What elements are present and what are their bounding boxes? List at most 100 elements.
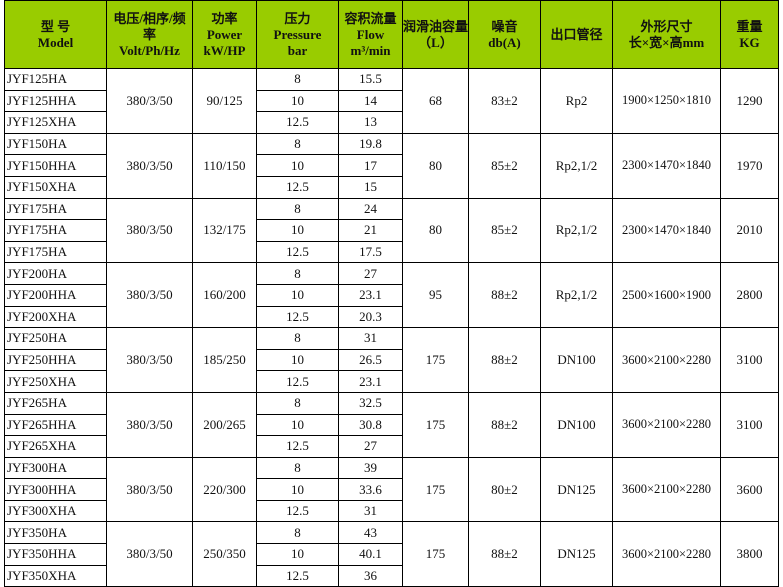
flow-cell: 14 bbox=[338, 89, 403, 113]
weight-cell: 1970 bbox=[720, 132, 779, 199]
flow-cell: 43 bbox=[338, 521, 403, 545]
flow-cell: 32.5 bbox=[338, 391, 403, 415]
power-cell: 160/200 bbox=[192, 262, 257, 329]
model-cell: JYF350HA bbox=[4, 521, 107, 545]
flow-cell: 27 bbox=[338, 262, 403, 285]
power-cell: 132/175 bbox=[192, 197, 257, 264]
outlet-cell: Rp2,1/2 bbox=[540, 132, 613, 199]
model-cell: JYF300HA bbox=[4, 456, 107, 480]
header-line: 压力 bbox=[284, 10, 311, 26]
pressure-cell: 10 bbox=[256, 348, 339, 372]
dimensions-cell: 3600×2100×2280 bbox=[612, 456, 721, 523]
column-header: 出口管径 bbox=[540, 0, 613, 69]
table-row: JYF175HA 12.5 17.5 bbox=[4, 240, 779, 264]
header-line: Pressure bbox=[273, 26, 322, 42]
header-line: m³/min bbox=[350, 42, 391, 58]
weight-cell: 2010 bbox=[720, 197, 779, 264]
flow-cell: 15 bbox=[338, 175, 403, 199]
weight-cell: 3800 bbox=[720, 521, 779, 587]
table-row: JYF300HA 380/3/50 220/300 8 39 175 80±2 DN125 36… bbox=[4, 456, 779, 523]
table-row: JYF350HHA 10 40.1 bbox=[4, 543, 779, 566]
oil-capacity-cell: 175 bbox=[402, 456, 469, 523]
flow-cell: 17.5 bbox=[338, 240, 403, 264]
model-cell: JYF350HHA bbox=[4, 543, 107, 566]
header-line: db(A) bbox=[488, 34, 521, 50]
pressure-cell: 12.5 bbox=[256, 435, 339, 458]
dimensions-cell: 3600×2100×2280 bbox=[612, 521, 721, 587]
table-row: JYF250HHA 10 26.5 bbox=[4, 348, 779, 372]
pressure-cell: 12.5 bbox=[256, 499, 339, 523]
flow-cell: 36 bbox=[338, 564, 403, 587]
voltage-cell: 380/3/50 bbox=[106, 132, 193, 199]
voltage-cell: 380/3/50 bbox=[106, 391, 193, 458]
flow-cell: 23.1 bbox=[338, 283, 403, 307]
flow-cell: 13 bbox=[338, 111, 403, 134]
model-cell: JYF350XHA bbox=[4, 564, 107, 587]
flow-cell: 33.6 bbox=[338, 478, 403, 501]
oil-capacity-cell: 68 bbox=[402, 68, 469, 134]
column-header: 外形尺寸 长×宽×高mm bbox=[612, 0, 721, 69]
weight-cell: 3100 bbox=[720, 391, 779, 458]
power-cell: 220/300 bbox=[192, 456, 257, 523]
header-line: 长×宽×高mm bbox=[628, 34, 705, 50]
noise-cell: 85±2 bbox=[468, 197, 541, 264]
table-row: JYF125HA 380/3/50 90/125 8 15.5 68 83±2 Rp2 1900… bbox=[4, 68, 779, 134]
header-line: kW/HP bbox=[203, 42, 246, 58]
model-cell: JYF200HHA bbox=[4, 283, 107, 307]
weight-cell: 1290 bbox=[720, 68, 779, 134]
noise-cell: 80±2 bbox=[468, 456, 541, 523]
pressure-cell: 10 bbox=[256, 543, 339, 566]
dimensions-cell: 2500×1600×1900 bbox=[612, 262, 721, 329]
noise-cell: 88±2 bbox=[468, 391, 541, 458]
pressure-cell: 8 bbox=[256, 327, 339, 350]
dimensions-cell: 2300×1470×1840 bbox=[612, 132, 721, 199]
oil-capacity-cell: 175 bbox=[402, 391, 469, 458]
header-line: Model bbox=[37, 34, 74, 50]
outlet-cell: DN100 bbox=[540, 327, 613, 393]
outlet-cell: DN125 bbox=[540, 521, 613, 587]
model-cell: JYF125HHA bbox=[4, 89, 107, 113]
header-line: 容积流量 bbox=[344, 10, 397, 26]
dimensions-cell: 3600×2100×2280 bbox=[612, 327, 721, 393]
voltage-cell: 380/3/50 bbox=[106, 197, 193, 264]
model-cell: JYF300XHA bbox=[4, 499, 107, 523]
voltage-cell: 380/3/50 bbox=[106, 456, 193, 523]
header-line: 外形尺寸 bbox=[640, 18, 693, 34]
model-cell: JYF265HA bbox=[4, 391, 107, 415]
noise-cell: 88±2 bbox=[468, 327, 541, 393]
noise-cell: 83±2 bbox=[468, 68, 541, 134]
power-cell: 185/250 bbox=[192, 327, 257, 393]
pressure-cell: 8 bbox=[256, 132, 339, 156]
column-header: 压力 Pressure bar bbox=[256, 0, 339, 69]
weight-cell: 3100 bbox=[720, 327, 779, 393]
column-header: 噪音 db(A) bbox=[468, 0, 541, 69]
header-line: 噪音 bbox=[491, 18, 518, 34]
voltage-cell: 380/3/50 bbox=[106, 262, 193, 329]
model-cell: JYF250XHA bbox=[4, 370, 107, 393]
flow-cell: 39 bbox=[338, 456, 403, 480]
model-cell: JYF265XHA bbox=[4, 435, 107, 458]
dimensions-cell: 2300×1470×1840 bbox=[612, 197, 721, 264]
pressure-cell: 10 bbox=[256, 413, 339, 437]
pressure-cell: 12.5 bbox=[256, 175, 339, 199]
flow-cell: 19.8 bbox=[338, 132, 403, 156]
table-row: JYF175HA 380/3/50 132/175 8 24 80 85±2 Rp2,1/2 2… bbox=[4, 197, 779, 264]
model-cell: JYF250HHA bbox=[4, 348, 107, 372]
column-header: 电压/相序/频率 Volt/Ph/Hz bbox=[106, 0, 193, 69]
table-row: JYF150XHA 12.5 15 bbox=[4, 175, 779, 199]
power-cell: 110/150 bbox=[192, 132, 257, 199]
header-line: Power bbox=[206, 26, 243, 42]
outlet-cell: DN100 bbox=[540, 391, 613, 458]
table-row: JYF265XHA 12.5 27 bbox=[4, 435, 779, 458]
oil-capacity-cell: 80 bbox=[402, 132, 469, 199]
oil-capacity-cell: 95 bbox=[402, 262, 469, 329]
header-line: 重量 bbox=[736, 18, 763, 34]
pressure-cell: 10 bbox=[256, 154, 339, 177]
column-header: 重量 KG bbox=[720, 0, 779, 69]
table-row: JYF250HA 380/3/50 185/250 8 31 175 88±2 DN100 36… bbox=[4, 327, 779, 393]
voltage-cell: 380/3/50 bbox=[106, 68, 193, 134]
noise-cell: 88±2 bbox=[468, 521, 541, 587]
pressure-cell: 8 bbox=[256, 68, 339, 91]
flow-cell: 21 bbox=[338, 219, 403, 242]
pressure-cell: 8 bbox=[256, 456, 339, 480]
